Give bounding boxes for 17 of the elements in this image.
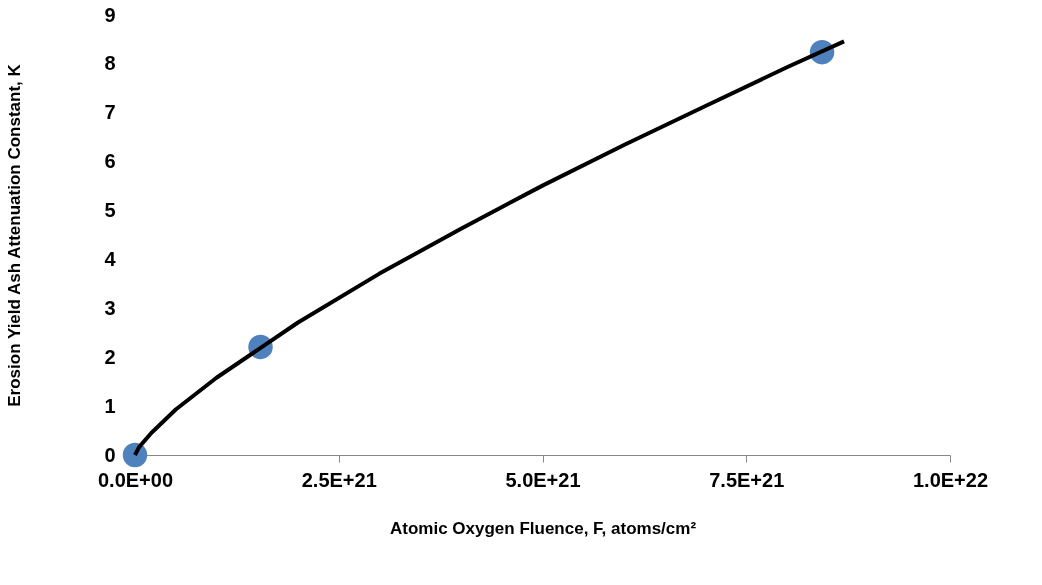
y-tick-label: 2 — [104, 345, 116, 368]
y-tick-label: 8 — [104, 52, 116, 75]
y-tick-label: 0 — [104, 443, 116, 466]
x-axis-title: Atomic Oxygen Fluence, F, atoms/cm² — [389, 518, 697, 538]
x-tick-label: 2.5E+21 — [301, 468, 377, 491]
y-axis-title: Erosion Yield Ash Attenuation Constant, K — [5, 63, 25, 407]
x-tick-label: 0.0E+00 — [97, 468, 174, 491]
y-tick-label: 5 — [104, 199, 116, 222]
x-tick-label: 5.0E+21 — [505, 468, 581, 491]
x-tick-label: 1.0E+22 — [912, 468, 989, 491]
x-tick-label: 7.5E+21 — [709, 468, 785, 491]
y-tick-label: 1 — [104, 394, 116, 417]
y-tick-label: 9 — [104, 3, 116, 26]
y-tick-label: 3 — [104, 296, 116, 319]
y-tick-label: 6 — [104, 150, 116, 173]
y-tick-label: 4 — [104, 247, 117, 270]
y-tick-label: 7 — [104, 101, 116, 124]
